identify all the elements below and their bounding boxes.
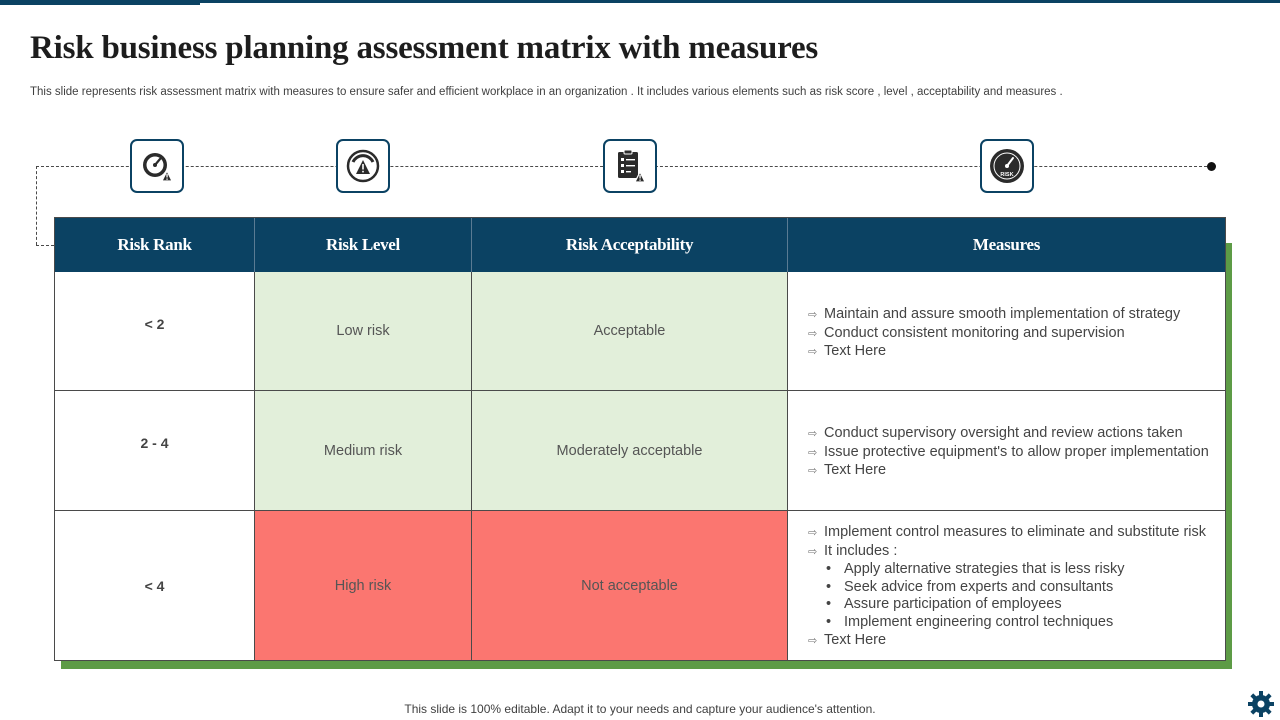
header-risk-rank: Risk Rank (55, 218, 255, 272)
list-item: ⇨ Text Here (808, 343, 1180, 362)
list-item: ⇨ Text Here (808, 632, 1206, 651)
gear-icon (1248, 691, 1274, 717)
row2-measures: ⇨ Conduct supervisory oversight and revie… (788, 391, 1225, 511)
row2-rank: 2 - 4 (55, 391, 255, 511)
arrow-icon: ⇨ (808, 327, 818, 340)
sub-list-item: Assure participation of employees (808, 596, 1206, 614)
arrow-icon: ⇨ (808, 428, 818, 440)
list-item: ⇨ Issue protective equipment's to allow p… (808, 444, 1209, 463)
list-item: ⇨ Implement control measures to eliminate… (808, 524, 1206, 543)
arrow-icon: ⇨ (808, 446, 818, 459)
row3-rank: < 4 (55, 511, 255, 660)
connector-line-vertical (36, 166, 37, 245)
arrow-icon: ⇨ (808, 465, 818, 478)
row1-measures-list: ⇨ Maintain and assure smooth implementati… (808, 306, 1180, 362)
checklist-warning-icon (603, 139, 657, 193)
header-risk-acceptability: Risk Acceptability (472, 218, 788, 272)
row3-acceptability: Not acceptable (472, 511, 788, 660)
arrow-icon: ⇨ (808, 634, 818, 647)
row1-acceptability: Acceptable (472, 272, 788, 391)
top-accent-bar (0, 0, 200, 5)
speedometer-warning-icon (130, 139, 184, 193)
risk-matrix-table: Risk Rank Risk Level Risk Acceptability … (54, 217, 1226, 661)
connector-end-dot (1207, 162, 1216, 171)
slide-footer: This slide is 100% editable. Adapt it to… (404, 702, 876, 716)
arrow-icon: ⇨ (808, 309, 818, 321)
list-item: ⇨ It includes : (808, 543, 1206, 562)
list-item: ⇨ Maintain and assure smooth implementati… (808, 306, 1180, 325)
header-risk-level: Risk Level (255, 218, 472, 272)
arrow-icon: ⇨ (808, 527, 818, 539)
row2-level: Medium risk (255, 391, 472, 511)
sub-list-item: Implement engineering control techniques (808, 614, 1206, 632)
row3-measures: ⇨ Implement control measures to eliminate… (788, 511, 1225, 660)
sub-list-item: Apply alternative strategies that is les… (808, 561, 1206, 579)
risk-gauge-label: RISK (1000, 172, 1013, 178)
list-item: ⇨ Conduct consistent monitoring and super… (808, 325, 1180, 344)
row2-measures-list: ⇨ Conduct supervisory oversight and revie… (808, 425, 1209, 481)
row3-measures-list: ⇨ Implement control measures to eliminate… (808, 524, 1206, 650)
row1-level: Low risk (255, 272, 472, 391)
risk-gauge-icon: RISK (980, 139, 1034, 193)
row3-level: High risk (255, 511, 472, 660)
list-item: ⇨ Conduct supervisory oversight and revie… (808, 425, 1209, 444)
list-item: ⇨ Text Here (808, 462, 1209, 481)
slide-title: Risk business planning assessment matrix… (30, 30, 819, 66)
arrow-icon: ⇨ (808, 545, 818, 558)
sub-list-item: Seek advice from experts and consultants (808, 579, 1206, 597)
arrow-icon: ⇨ (808, 346, 818, 359)
row1-rank: < 2 (55, 272, 255, 391)
row1-measures: ⇨ Maintain and assure smooth implementati… (788, 272, 1225, 391)
top-accent-line (0, 0, 1280, 3)
connector-line-stub (36, 245, 54, 246)
gauge-warning-icon (336, 139, 390, 193)
row2-acceptability: Moderately acceptable (472, 391, 788, 511)
slide-subtitle: This slide represents risk assessment ma… (30, 86, 1063, 98)
header-measures: Measures (788, 218, 1225, 272)
